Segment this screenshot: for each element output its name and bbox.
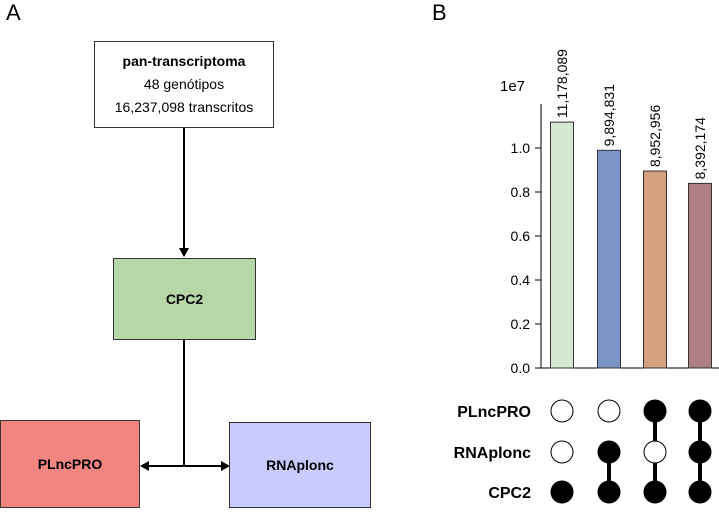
arrow-head-right	[221, 461, 230, 471]
genotype-count: 48 genótipos	[143, 76, 225, 92]
arrow-head-left	[140, 461, 149, 471]
bar-value-label: 11,178,089	[554, 49, 570, 118]
y-tick-label: 0.6	[511, 228, 531, 244]
arrow-top-to-cpc2	[183, 128, 185, 250]
set-dot-filled	[597, 480, 621, 504]
bar-value-label: 8,392,174	[692, 117, 708, 179]
cpc2-box-label: CPC2	[165, 291, 204, 307]
set-name-label: CPC2	[488, 485, 531, 502]
y-tick-label: 1.0	[511, 140, 531, 156]
y-tick-label: 0.2	[511, 316, 531, 332]
bar	[550, 121, 574, 369]
bar	[643, 170, 667, 369]
cpc2-box: CPC2	[113, 258, 256, 340]
set-dot-filled	[597, 440, 621, 464]
set-name-label: PLncPRO	[457, 404, 531, 421]
arrow-head-down	[179, 248, 189, 257]
y-multiplier-label: 1e7	[500, 78, 525, 95]
rnaplonc-box-label: RNAplonc	[266, 457, 334, 473]
set-dot-filled	[688, 399, 712, 423]
set-dot-empty	[550, 399, 574, 423]
pan-transcriptome-box: pan-transcriptoma 48 genótipos 16,237,09…	[94, 41, 274, 128]
bar-value-label: 8,952,956	[647, 105, 663, 167]
set-dot-empty	[597, 399, 621, 423]
transcript-count: 16,237,098 transcritos	[114, 99, 254, 115]
set-dot-filled	[643, 480, 667, 504]
pan-transcriptome-title: pan-transcriptoma	[122, 53, 246, 69]
plncpro-box-label: PLncPRO	[37, 456, 103, 472]
set-dot-empty	[643, 440, 667, 464]
y-tick-label: 0.4	[511, 272, 531, 288]
bar-value-label: 9,894,831	[601, 84, 617, 146]
bar	[597, 149, 621, 369]
panel-a-label: A	[6, 0, 21, 25]
panel-b-label: B	[432, 0, 447, 25]
connector-horizontal	[146, 465, 224, 467]
connector-down	[183, 340, 185, 466]
rnaplonc-box: RNAplonc	[229, 422, 371, 508]
set-dot-filled	[550, 480, 574, 504]
set-dot-filled	[688, 440, 712, 464]
plncpro-box: PLncPRO	[0, 420, 140, 508]
set-dot-filled	[688, 480, 712, 504]
bar	[688, 182, 712, 369]
set-name-label: RNAplonc	[454, 445, 531, 462]
y-tick-label: 0.0	[511, 360, 531, 376]
y-tick-label: 0.8	[511, 184, 531, 200]
set-dot-filled	[643, 399, 667, 423]
set-dot-empty	[550, 440, 574, 464]
